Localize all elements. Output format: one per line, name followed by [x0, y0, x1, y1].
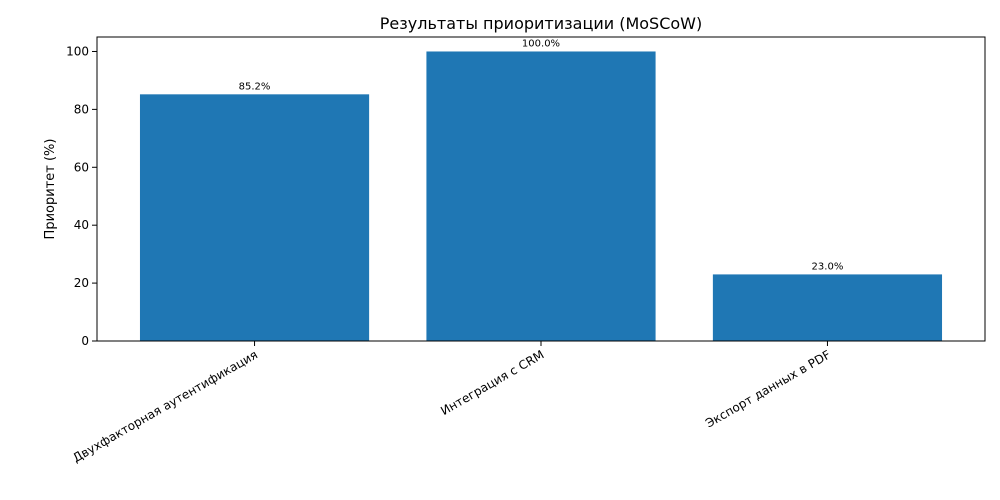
bar [139, 94, 370, 341]
y-tick-label: 60 [74, 160, 89, 174]
bar [426, 51, 656, 341]
bar-value-label: 100.0% [522, 38, 560, 49]
y-tick-label: 0 [81, 334, 89, 348]
y-tick-label: 80 [74, 102, 89, 116]
y-tick-label: 20 [74, 276, 89, 290]
data-labels-group: 85.2% 100.0% 23.0% [239, 38, 844, 272]
x-tick-label: Двухфакторная аутентификация [70, 347, 260, 465]
x-tick-label: Интеграция с CRM [438, 347, 546, 418]
y-tick-label: 40 [74, 218, 89, 232]
y-axis-ticks: 0 20 40 60 80 100 [66, 44, 97, 348]
plot-area-frame [96, 36, 986, 342]
x-tick-label: Экспорт данных в PDF [703, 347, 833, 430]
bar-value-label: 23.0% [812, 261, 844, 272]
x-axis-ticks: Двухфакторная аутентификация Интеграция с… [70, 341, 833, 465]
bar [712, 274, 943, 341]
bar-value-label: 85.2% [239, 81, 271, 92]
chart-title: Результаты приоритизации (MoSCoW) [380, 14, 702, 33]
bars-group [139, 51, 943, 341]
y-tick-label: 100 [66, 44, 89, 58]
y-axis-label: Приоритет (%) [43, 139, 58, 240]
